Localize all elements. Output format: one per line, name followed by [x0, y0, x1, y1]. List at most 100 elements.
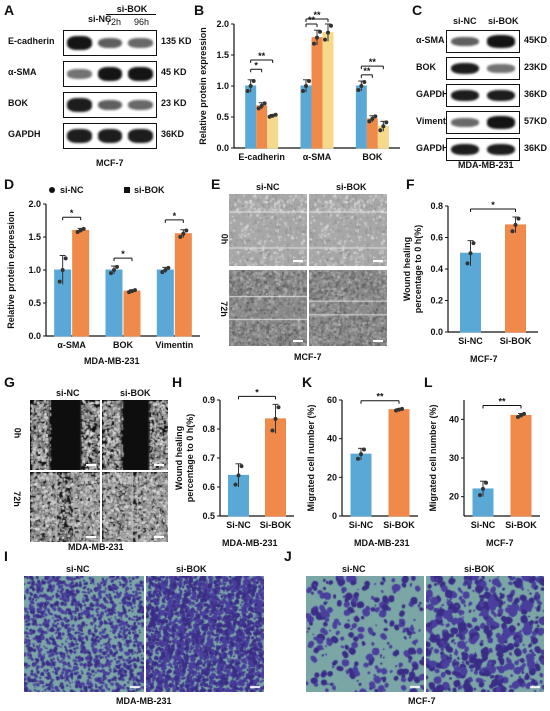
significance-mark: ** — [258, 51, 266, 61]
y-tick-label: 0.8 — [430, 201, 443, 211]
wound-texture — [102, 400, 168, 470]
data-point — [516, 216, 521, 221]
y-tick-label: 2.0 — [28, 199, 41, 209]
blot-a-row-label: BOK — [8, 98, 28, 108]
panel-d-caption: MDA-MB-231 — [84, 356, 140, 366]
data-point — [394, 408, 398, 413]
y-tick-label: 40 — [327, 434, 337, 444]
x-tick-label: BOK — [362, 152, 383, 162]
panel-e-col-sibok: si-BOK — [336, 182, 367, 192]
data-point — [516, 415, 520, 420]
blot-c-row-label: BOK — [416, 61, 436, 72]
x-tick-label: Si-BOK — [383, 520, 415, 530]
bar — [322, 32, 334, 149]
blot-c-blot-strip — [446, 30, 520, 53]
significance-mark: * — [70, 208, 74, 218]
legend-label: si-BOK — [134, 185, 165, 195]
significance-mark: ** — [369, 57, 377, 67]
bar — [245, 85, 257, 149]
blot-c-band — [450, 117, 480, 128]
data-point — [166, 265, 171, 270]
data-point — [359, 452, 363, 457]
data-point — [304, 84, 308, 88]
bar — [355, 85, 367, 149]
blot-a-row-label: E-cadherin — [8, 36, 55, 46]
transwell-image-mcf7-sibok — [426, 576, 544, 692]
y-axis-label: percentage to 0 h(%) — [185, 414, 195, 503]
x-tick-label: E-cadherin — [238, 152, 285, 162]
panel-letter-i: I — [4, 548, 8, 564]
panel-b-bar-chart: 0.0 0.5 1.0 1.5 2.0 Relative protein expressi… — [198, 10, 400, 162]
y-tick-label: 0.2 — [430, 296, 443, 306]
data-point — [127, 290, 131, 295]
blot-a-band — [67, 98, 92, 112]
panel-e-col-sinc: si-NC — [256, 182, 280, 192]
data-point — [318, 29, 322, 34]
data-point — [81, 226, 86, 231]
data-point — [471, 241, 476, 246]
data-point — [60, 268, 65, 272]
data-point — [326, 30, 330, 35]
data-point — [259, 103, 264, 108]
panel-letter-g: G — [4, 374, 15, 390]
panel-letter-a: A — [4, 2, 15, 18]
y-tick-label: 0.0 — [28, 331, 41, 341]
bar — [105, 269, 123, 337]
panel-letter-h: H — [172, 374, 183, 390]
data-point — [478, 493, 482, 498]
blot-c-header-sinc: si-NC — [453, 16, 477, 26]
y-tick-label: 0.5 — [202, 511, 215, 521]
data-point — [160, 270, 165, 275]
blot-a-size-label: 45 KD — [161, 67, 187, 77]
data-point — [323, 37, 327, 42]
data-point — [57, 279, 62, 284]
data-point — [270, 428, 275, 433]
panel-letter-j: J — [284, 548, 292, 564]
data-point — [233, 482, 238, 487]
x-tick-label: α-SMA — [303, 152, 332, 162]
blot-c-band — [486, 64, 516, 73]
panel-letter-l: L — [424, 374, 433, 390]
y-tick-label: 0.6 — [202, 482, 215, 492]
blot-a-band — [67, 35, 92, 50]
y-tick-label: 1.0 — [216, 81, 229, 91]
panel-h-bar-chart: 0.5 0.6 0.7 0.8 0.9 Wound healing percentage t… — [174, 387, 294, 530]
blot-c-size-label: 36KD — [524, 88, 548, 99]
bar — [505, 224, 526, 333]
panel-i-col-sinc: si-NC — [66, 564, 90, 574]
panel-e-row-0h: 0h — [219, 233, 230, 245]
data-point — [163, 268, 168, 272]
wound-texture — [102, 472, 168, 542]
panel-letter-b: B — [194, 2, 205, 18]
data-point — [384, 120, 389, 125]
scale-bar — [86, 536, 96, 538]
data-point — [245, 88, 250, 93]
blot-c-size-label: 36KD — [524, 142, 548, 153]
blot-a-header-line — [106, 14, 156, 15]
x-tick-label: α-SMA — [57, 340, 86, 350]
data-point — [513, 222, 518, 227]
blot-c-band — [450, 143, 480, 156]
blot-c-band — [450, 36, 480, 47]
significance-mark: ** — [376, 392, 384, 402]
panel-f-bar-chart: 0.0 0.2 0.4 0.6 0.8 Wound healing percentage t… — [402, 200, 538, 346]
data-point — [256, 106, 261, 111]
data-point — [301, 88, 305, 93]
blot-a-blot-strip — [63, 30, 157, 56]
y-axis-label: Wound healing — [174, 426, 184, 490]
data-point — [236, 473, 241, 478]
data-point — [78, 228, 83, 233]
data-point — [133, 288, 137, 293]
y-tick-label: 0.7 — [202, 453, 215, 463]
y-axis-label: percentage to 0 h(%) — [413, 225, 423, 314]
legend-label: si-NC — [60, 185, 84, 195]
data-point — [273, 416, 278, 421]
data-point — [184, 228, 189, 233]
bar — [510, 414, 532, 517]
y-tick-label: 20 — [327, 472, 337, 482]
panel-e-caption: MCF-7 — [294, 352, 322, 362]
panel-g-caption: MDA-MB-231 — [68, 542, 124, 552]
x-tick-label: Si-BOK — [500, 336, 532, 346]
wound-image-mcf7-sinc-0h — [229, 194, 307, 266]
blot-c-blot-strip — [446, 57, 520, 80]
